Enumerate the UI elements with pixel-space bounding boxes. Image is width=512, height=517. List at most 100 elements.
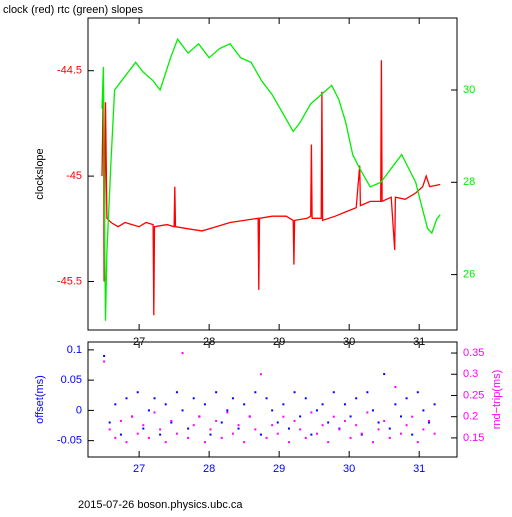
point (276, 421, 279, 424)
point (203, 403, 206, 406)
point (271, 409, 274, 412)
point (142, 424, 145, 427)
point (164, 441, 167, 444)
point (383, 373, 386, 376)
point (231, 397, 234, 400)
point (131, 415, 134, 418)
point (259, 433, 262, 436)
series-line (101, 37, 441, 321)
point (108, 421, 111, 424)
point (271, 424, 274, 427)
point (265, 436, 268, 439)
point (388, 427, 391, 430)
point (405, 424, 408, 427)
point (310, 411, 313, 414)
point (343, 419, 346, 422)
point (153, 411, 156, 414)
point (416, 391, 419, 394)
point (215, 419, 218, 422)
y-tick-label: 0.1 (67, 344, 82, 356)
y2-tick-label: 0.15 (463, 432, 484, 444)
point (187, 427, 190, 430)
y2-tick-label: 30 (463, 84, 475, 96)
plot-frame (87, 17, 458, 331)
point (192, 424, 195, 427)
point (125, 397, 128, 400)
point (243, 403, 246, 406)
point (282, 403, 285, 406)
point (349, 436, 352, 439)
point (254, 428, 257, 431)
point (187, 436, 190, 439)
point (181, 352, 184, 355)
point (399, 432, 402, 435)
point (248, 415, 251, 418)
point (321, 403, 324, 406)
point (360, 432, 363, 435)
x-tick-label: 29 (273, 463, 285, 475)
point (422, 409, 425, 412)
point (198, 415, 201, 418)
point (142, 427, 145, 430)
point (114, 436, 117, 439)
point (315, 432, 318, 435)
point (209, 433, 212, 436)
y-tick-label: 0 (76, 404, 82, 416)
point (125, 441, 128, 444)
y2-tick-label: 26 (463, 269, 475, 281)
point (416, 441, 419, 444)
point (349, 415, 352, 418)
point (293, 419, 296, 422)
footer: 2015-07-26 boson.physics.ubc.ca (78, 499, 243, 511)
point (215, 391, 218, 394)
point (220, 436, 223, 439)
y-tick-label: -44.5 (57, 65, 82, 77)
point (310, 433, 313, 436)
y2-axis-label: rnd−trip(ms) (491, 370, 503, 430)
point (321, 424, 324, 427)
point (231, 432, 234, 435)
point (299, 428, 302, 431)
point (332, 391, 335, 394)
chart-title: clock (red) rtc (green) slopes (3, 4, 143, 16)
point (371, 441, 374, 444)
x-tick-label: 28 (203, 463, 215, 475)
point (366, 411, 369, 414)
y2-tick-label: 0.25 (463, 389, 484, 401)
point (164, 403, 167, 406)
point (433, 403, 436, 406)
point (388, 436, 391, 439)
point (114, 403, 117, 406)
point (159, 428, 162, 431)
point (282, 415, 285, 418)
x-tick-label: 27 (133, 463, 145, 475)
point (383, 419, 386, 422)
point (103, 360, 106, 363)
x-tick-label: 31 (413, 463, 425, 475)
point (119, 433, 122, 436)
y-axis-label: clockslope (34, 148, 46, 199)
y-tick-label: -45.5 (57, 275, 82, 287)
y-axis-label: offset(ms) (34, 375, 46, 424)
point (287, 441, 290, 444)
point (427, 421, 430, 424)
point (175, 391, 178, 394)
point (220, 421, 223, 424)
point (254, 391, 257, 394)
point (175, 432, 178, 435)
point (304, 397, 307, 400)
point (192, 397, 195, 400)
point (226, 411, 229, 414)
point (394, 403, 397, 406)
y-tick-label: -45 (66, 170, 82, 182)
point (237, 427, 240, 430)
y-tick-label: 0.05 (61, 374, 82, 386)
point (355, 397, 358, 400)
plot-frame (87, 341, 458, 458)
point (209, 428, 212, 431)
point (377, 428, 380, 431)
point (287, 427, 290, 430)
point (366, 391, 369, 394)
y2-tick-label: 0.2 (463, 411, 478, 423)
point (147, 436, 150, 439)
